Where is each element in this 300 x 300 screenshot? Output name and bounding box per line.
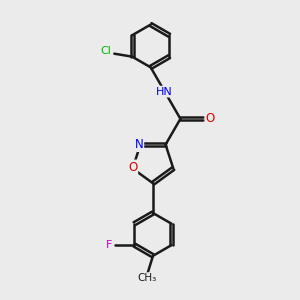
Text: N: N [134,138,143,151]
Text: O: O [206,112,215,125]
Text: HN: HN [156,87,172,97]
Text: Cl: Cl [100,46,111,56]
Text: CH₃: CH₃ [137,273,157,283]
Text: O: O [128,160,137,173]
Text: F: F [106,240,112,250]
